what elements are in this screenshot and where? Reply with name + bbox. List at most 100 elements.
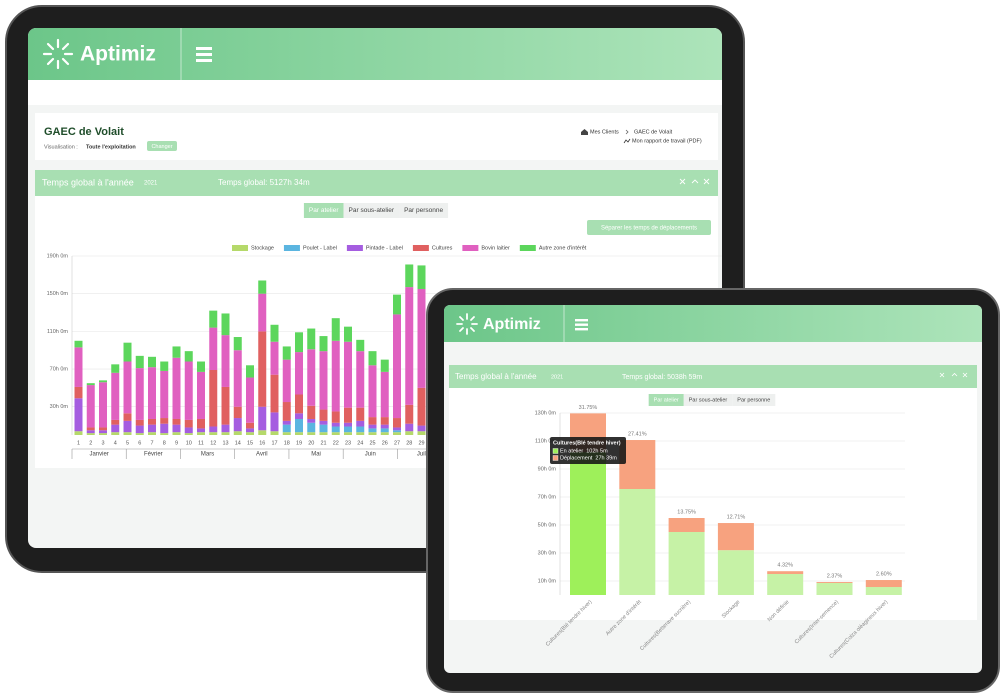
bar-segment bbox=[246, 428, 254, 433]
farm-title: GAEC de Volait bbox=[44, 126, 124, 138]
bar-segment bbox=[172, 357, 181, 419]
bar-segment bbox=[246, 365, 254, 378]
legend-label[interactable]: Bovin laitier bbox=[481, 245, 510, 251]
change-button[interactable] bbox=[147, 141, 177, 151]
bar-segment bbox=[319, 420, 328, 425]
legend-swatch bbox=[412, 245, 429, 251]
bar-segment bbox=[368, 432, 377, 435]
bar-segment bbox=[619, 489, 656, 595]
x-tick-label: 17 bbox=[271, 440, 277, 446]
bar-segment bbox=[233, 431, 242, 435]
tab[interactable] bbox=[399, 203, 449, 218]
bar-segment bbox=[344, 326, 352, 342]
bar-segment bbox=[148, 424, 156, 433]
panel-controls[interactable] bbox=[679, 178, 710, 185]
bar-segment bbox=[405, 431, 414, 435]
bar-segment bbox=[380, 432, 389, 435]
panel-header bbox=[35, 170, 718, 196]
tab[interactable] bbox=[343, 203, 400, 218]
bar-segment bbox=[258, 331, 267, 407]
bar-segment bbox=[184, 427, 193, 434]
bar-segment bbox=[368, 365, 377, 418]
logo: Aptimiz bbox=[483, 316, 541, 333]
breadcrumb-current: GAEC de Volait bbox=[634, 129, 673, 135]
legend-swatch bbox=[346, 245, 363, 251]
y-tick-label: 50h 0m bbox=[538, 522, 557, 528]
logo-icon bbox=[42, 38, 74, 70]
legend-label[interactable]: Cultures bbox=[432, 245, 453, 251]
tab[interactable] bbox=[648, 394, 684, 406]
panel-total: Temps global: 5038h 59m bbox=[622, 374, 702, 381]
bar-segment bbox=[111, 419, 120, 425]
bar-segment bbox=[148, 367, 156, 419]
bar-segment bbox=[99, 382, 107, 428]
bar-segment bbox=[282, 420, 291, 425]
bar-segment bbox=[123, 413, 132, 421]
bar-segment bbox=[172, 424, 181, 433]
legend-label[interactable]: Autre zone d'intérêt bbox=[539, 245, 587, 251]
home-icon bbox=[581, 129, 588, 135]
bar-segment bbox=[99, 433, 107, 435]
breadcrumb-root[interactable]: Mes Clients bbox=[590, 129, 619, 135]
bar-segment bbox=[135, 425, 144, 434]
tab[interactable] bbox=[683, 394, 733, 406]
bar-segment bbox=[111, 372, 120, 420]
bar-segment bbox=[135, 355, 144, 369]
menu-button[interactable] bbox=[575, 319, 588, 331]
bar-segment bbox=[344, 422, 352, 427]
tab-label: Par personne bbox=[404, 207, 443, 214]
top-strip bbox=[28, 80, 722, 105]
bar-segment bbox=[356, 432, 365, 435]
bar-segment bbox=[197, 361, 205, 372]
bar-segment bbox=[393, 294, 401, 315]
panel-controls[interactable] bbox=[939, 372, 968, 378]
panel-title: Temps global à l'année bbox=[455, 372, 537, 381]
bar-segment bbox=[331, 411, 340, 423]
bar-segment bbox=[99, 380, 107, 383]
tab[interactable] bbox=[732, 394, 776, 406]
bar-segment bbox=[380, 371, 389, 418]
legend-swatch bbox=[462, 245, 479, 251]
legend-swatch bbox=[519, 245, 536, 251]
legend-label[interactable]: Poulet - Label bbox=[303, 245, 337, 251]
bar-segment bbox=[258, 293, 267, 332]
front-screen: Aptimiz Temps global à l'année 2021 Temp… bbox=[444, 305, 982, 673]
panel-total: Temps global: 5127h 34m bbox=[218, 178, 310, 187]
bar-segment bbox=[123, 342, 132, 362]
tab[interactable] bbox=[303, 203, 344, 218]
bar-segment bbox=[172, 418, 181, 425]
bar-segment bbox=[282, 359, 291, 403]
month-label: Mars bbox=[201, 452, 214, 458]
bar-segment bbox=[356, 426, 365, 433]
bar-segment bbox=[270, 374, 279, 413]
report-link[interactable]: Mon rapport de travail (PDF) bbox=[632, 138, 702, 144]
change-button-label: Changer bbox=[151, 144, 172, 150]
bar-segment bbox=[295, 413, 303, 419]
tooltip-swatch bbox=[552, 448, 559, 454]
bar-segment bbox=[86, 433, 95, 435]
tab-label: Par sous-atelier bbox=[349, 207, 395, 214]
bar-segment bbox=[233, 406, 242, 419]
bar-segment bbox=[356, 351, 365, 408]
share-label: 2.37% bbox=[827, 573, 843, 579]
bar-segment bbox=[393, 432, 401, 435]
legend-label[interactable]: Pintade - Label bbox=[366, 245, 403, 251]
split-button[interactable] bbox=[587, 220, 711, 235]
bar-segment bbox=[209, 327, 218, 370]
tabs: Par atelier Par sous-atelier Par personne bbox=[648, 394, 776, 406]
bar-segment bbox=[221, 386, 230, 425]
bar-segment bbox=[160, 433, 169, 435]
legend-label[interactable]: Stockage bbox=[251, 245, 274, 251]
bar-segment bbox=[99, 430, 107, 434]
bar-segment bbox=[865, 580, 902, 588]
bar-segment bbox=[282, 402, 291, 421]
bar-segment bbox=[160, 361, 169, 371]
legend-swatch bbox=[232, 245, 248, 251]
menu-button[interactable] bbox=[196, 47, 212, 62]
bar-segment bbox=[282, 432, 291, 435]
bar-segment bbox=[417, 387, 426, 426]
bar-segment bbox=[295, 432, 303, 435]
bar-segment bbox=[319, 409, 328, 421]
tab-label: Par atelier bbox=[654, 397, 679, 403]
